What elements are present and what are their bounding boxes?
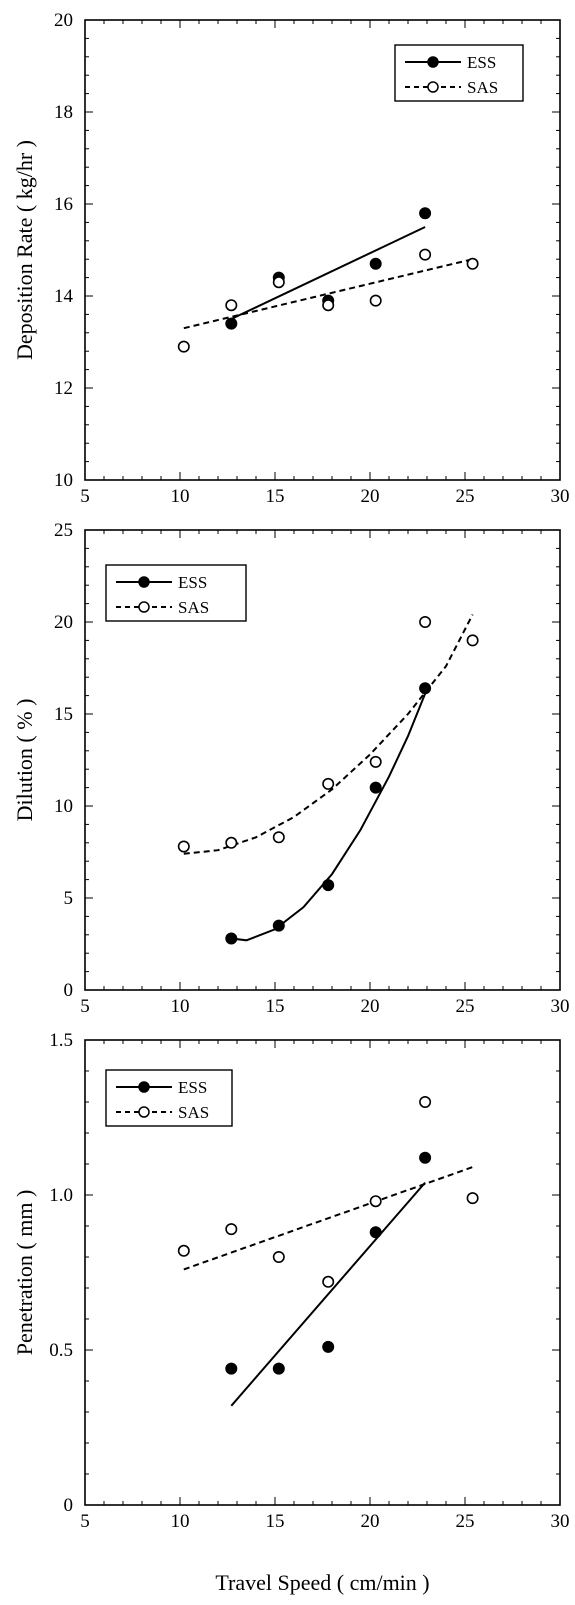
data-point-ess [323, 1342, 333, 1352]
y-tick-label: 0 [64, 1495, 74, 1516]
data-point-ess [371, 259, 381, 269]
data-point-sas [323, 300, 333, 310]
legend-label-sas: SAS [467, 78, 498, 97]
data-point-ess [226, 933, 236, 943]
chart-panel-1: 5 10 15 20 25 30 10 12 14 16 18 20 Deposition Rate (… [12, 10, 570, 507]
chart-panel-3: 5 10 15 20 25 30 0 0.5 1.0 1.5 Penetration ( mm ) T… [12, 1030, 570, 1595]
legend-marker-ess [139, 577, 149, 587]
x-tick-label: 30 [551, 996, 570, 1017]
data-point-sas [179, 841, 189, 851]
data-point-sas [226, 838, 236, 848]
legend-marker-ess [428, 57, 438, 67]
fit-line-ess [231, 1183, 425, 1406]
data-point-sas [274, 1252, 284, 1262]
x-tick-label: 30 [551, 486, 570, 507]
data-point-sas [371, 1196, 381, 1206]
y-axis-label: Dilution ( % ) [12, 699, 37, 822]
y-tick-label: 0.5 [49, 1340, 73, 1361]
data-point-sas [179, 341, 189, 351]
y-tick-label: 20 [54, 612, 73, 633]
data-point-sas [420, 617, 430, 627]
y-tick-label: 1.5 [49, 1030, 73, 1051]
data-point-sas [420, 1097, 430, 1107]
legend-marker-sas [428, 82, 438, 92]
data-point-ess [226, 318, 236, 328]
data-point-ess [420, 1153, 430, 1163]
x-tick-label: 10 [171, 996, 190, 1017]
data-point-sas [467, 635, 477, 645]
y-tick-label: 10 [54, 470, 73, 491]
data-point-sas [371, 757, 381, 767]
y-axis-label: Penetration ( mm ) [12, 1190, 37, 1356]
x-tick-label: 10 [171, 486, 190, 507]
legend-marker-sas [139, 1107, 149, 1117]
data-point-ess [226, 1363, 236, 1373]
data-point-sas [274, 277, 284, 287]
x-tick-label: 5 [80, 996, 90, 1017]
x-tick-label: 20 [361, 486, 380, 507]
fit-line-sas [184, 615, 473, 854]
x-tick-label: 5 [80, 1511, 90, 1532]
x-tick-label: 15 [266, 1511, 285, 1532]
x-tick-label: 30 [551, 1511, 570, 1532]
x-tick-label: 20 [361, 996, 380, 1017]
x-tick-label: 15 [266, 996, 285, 1017]
legend-box [106, 565, 246, 621]
legend-label-ess: ESS [467, 53, 496, 72]
y-tick-label: 1.0 [49, 1185, 73, 1206]
data-point-sas [467, 1193, 477, 1203]
data-point-sas [226, 300, 236, 310]
y-tick-label: 20 [54, 10, 73, 31]
y-tick-label: 15 [54, 704, 73, 725]
y-tick-label: 14 [54, 286, 74, 307]
fit-line-ess [231, 694, 425, 941]
data-point-ess [274, 1363, 284, 1373]
y-tick-label: 25 [54, 520, 73, 541]
y-tick-label: 12 [54, 378, 73, 399]
data-point-ess [371, 782, 381, 792]
legend-label-sas: SAS [178, 598, 209, 617]
x-tick-label: 10 [171, 1511, 190, 1532]
x-tick-label: 25 [456, 996, 475, 1017]
fit-line-sas [184, 259, 473, 328]
y-tick-label: 16 [54, 194, 73, 215]
x-axis-label: Travel Speed ( cm/min ) [215, 1570, 429, 1595]
y-axis-label: Deposition Rate ( kg/hr ) [12, 140, 37, 360]
x-tick-label: 20 [361, 1511, 380, 1532]
x-tick-label: 5 [80, 486, 90, 507]
y-tick-label: 10 [54, 796, 73, 817]
data-point-sas [179, 1246, 189, 1256]
data-point-sas [274, 832, 284, 842]
fit-line-sas [184, 1167, 473, 1269]
data-point-ess [323, 880, 333, 890]
data-point-sas [467, 259, 477, 269]
legend-marker-sas [139, 602, 149, 612]
x-tick-label: 25 [456, 1511, 475, 1532]
data-point-sas [371, 295, 381, 305]
y-tick-label: 5 [64, 888, 74, 909]
y-tick-label: 18 [54, 102, 73, 123]
data-point-ess [274, 920, 284, 930]
data-point-sas [323, 779, 333, 789]
data-point-sas [323, 1277, 333, 1287]
x-tick-label: 25 [456, 486, 475, 507]
data-point-ess [371, 1227, 381, 1237]
legend-label-ess: ESS [178, 573, 207, 592]
legend-marker-ess [139, 1082, 149, 1092]
data-point-sas [420, 249, 430, 259]
legend-box [106, 1070, 232, 1126]
x-tick-label: 15 [266, 486, 285, 507]
data-point-ess [420, 208, 430, 218]
y-tick-label: 0 [64, 980, 74, 1001]
legend-box [395, 45, 523, 101]
legend-label-ess: ESS [178, 1078, 207, 1097]
data-point-sas [226, 1224, 236, 1234]
legend-label-sas: SAS [178, 1103, 209, 1122]
